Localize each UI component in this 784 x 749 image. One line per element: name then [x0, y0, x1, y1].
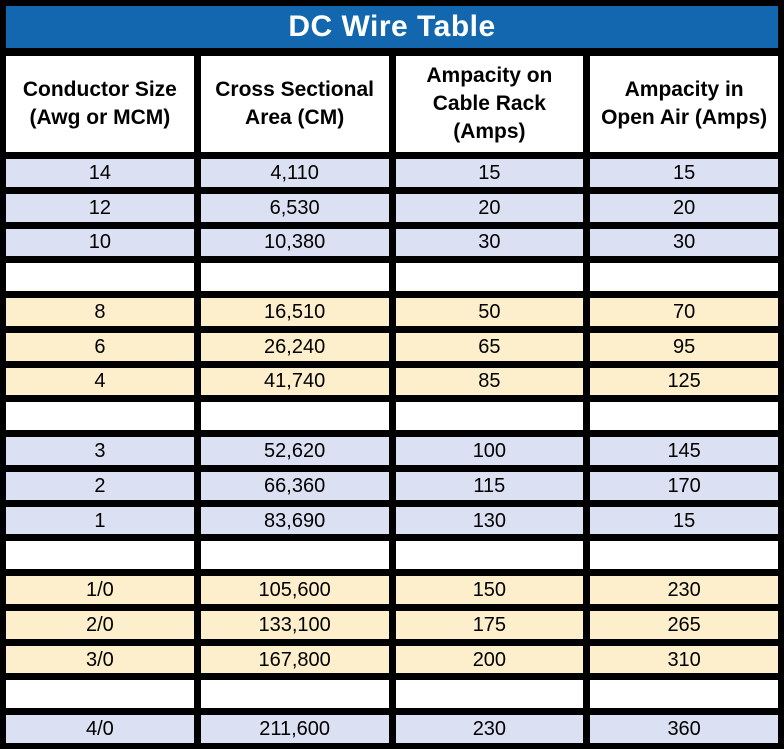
- table-cell: 95: [590, 332, 778, 361]
- table-cell: 30: [590, 228, 778, 257]
- header-cell-ampacity-open-air: Ampacity in Open Air (Amps): [590, 56, 778, 152]
- table-cell: 12: [6, 193, 194, 222]
- table-cell: 15: [395, 159, 584, 187]
- table-cell: 10,380: [200, 228, 389, 257]
- table-cell: 83,690: [200, 506, 389, 535]
- table-cell: 15: [590, 159, 778, 187]
- table-cell: 230: [590, 576, 778, 604]
- header-line: Cross Sectional: [215, 78, 374, 102]
- spacer-cell: [395, 680, 584, 709]
- header-cell-cross-sectional-area: Cross Sectional Area (CM): [200, 56, 389, 152]
- header-line: Open Air (Amps): [601, 106, 768, 129]
- table-cell: 175: [395, 610, 584, 639]
- table-cell: 150: [395, 576, 584, 604]
- header-cell-conductor-size: Conductor Size (Awg or MCM): [6, 56, 194, 152]
- header-cell-ampacity-cable-rack: Ampacity on Cable Rack (Amps): [395, 56, 584, 152]
- header-line: Cable Rack: [432, 92, 546, 116]
- table-cell: 41,740: [200, 367, 389, 396]
- spacer-cell: [395, 541, 584, 570]
- table-cell: 133,100: [200, 610, 389, 639]
- table-cell: 85: [395, 367, 584, 396]
- spacer-cell: [590, 263, 778, 292]
- table-cell: 145: [590, 437, 778, 465]
- table-cell: 26,240: [200, 332, 389, 361]
- table-cell: 115: [395, 471, 584, 500]
- table-cell: 15: [590, 506, 778, 535]
- spacer-cell: [395, 263, 584, 292]
- table-cell: 3/0: [6, 645, 194, 674]
- table-cell: 200: [395, 645, 584, 674]
- table-cell: 265: [590, 610, 778, 639]
- table-cell: 211,600: [200, 715, 389, 743]
- header-line: Area (CM): [245, 106, 345, 129]
- table-cell: 6,530: [200, 193, 389, 222]
- table-cell: 65: [395, 332, 584, 361]
- table-cell: 50: [395, 298, 584, 326]
- table-cell: 167,800: [200, 645, 389, 674]
- table-cell: 16,510: [200, 298, 389, 326]
- table-cell: 4,110: [200, 159, 389, 187]
- table-cell: 52,620: [200, 437, 389, 465]
- header-line: Ampacity on: [426, 64, 553, 88]
- table-cell: 10: [6, 228, 194, 257]
- table-cell: 8: [6, 298, 194, 326]
- table-cell: 66,360: [200, 471, 389, 500]
- table-cell: 125: [590, 367, 778, 396]
- header-line: (Awg or MCM): [29, 106, 171, 129]
- table-cell: 2: [6, 471, 194, 500]
- table-cell: 6: [6, 332, 194, 361]
- header-line: (Amps): [453, 119, 526, 143]
- wire-table-grid: Conductor Size (Awg or MCM) Cross Sectiona…: [6, 56, 778, 743]
- spacer-cell: [200, 680, 389, 709]
- table-cell: 1/0: [6, 576, 194, 604]
- table-cell: 4: [6, 367, 194, 396]
- spacer-cell: [6, 263, 194, 292]
- table-cell: 1: [6, 506, 194, 535]
- table-cell: 20: [590, 193, 778, 222]
- table-cell: 20: [395, 193, 584, 222]
- table-cell: 130: [395, 506, 584, 535]
- header-line: Conductor Size: [22, 78, 177, 102]
- table-cell: 4/0: [6, 715, 194, 743]
- header-line: Ampacity in: [624, 78, 744, 102]
- spacer-cell: [6, 541, 194, 570]
- table-cell: 105,600: [200, 576, 389, 604]
- table-cell: 70: [590, 298, 778, 326]
- spacer-cell: [590, 402, 778, 431]
- spacer-cell: [6, 680, 194, 709]
- table-cell: 100: [395, 437, 584, 465]
- spacer-cell: [200, 402, 389, 431]
- table-cell: 310: [590, 645, 778, 674]
- table-title: DC Wire Table: [6, 6, 778, 48]
- table-cell: 360: [590, 715, 778, 743]
- table-cell: 2/0: [6, 610, 194, 639]
- table-cell: 30: [395, 228, 584, 257]
- spacer-cell: [590, 680, 778, 709]
- spacer-cell: [590, 541, 778, 570]
- table-cell: 3: [6, 437, 194, 465]
- table-cell: 230: [395, 715, 584, 743]
- spacer-cell: [200, 263, 389, 292]
- spacer-cell: [6, 402, 194, 431]
- spacer-cell: [200, 541, 389, 570]
- spacer-cell: [395, 402, 584, 431]
- table-cell: 170: [590, 471, 778, 500]
- table-cell: 14: [6, 159, 194, 187]
